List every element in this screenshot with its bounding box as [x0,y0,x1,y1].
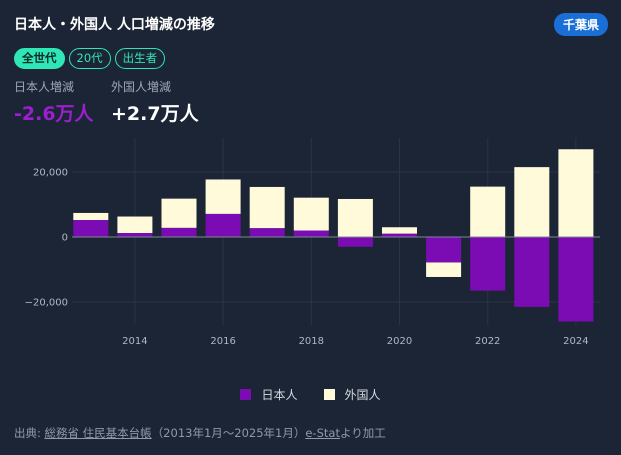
x-tick-label-2016: 2016 [210,336,235,347]
bar-japanese-2020 [382,233,417,237]
filter-chips: 全世代 20代 出生者 [14,48,166,69]
x-tick-label-2020: 2020 [387,336,412,347]
foreign-stat-value: +2.7万人 [111,103,199,125]
y-tick-label: 20,000 [33,168,68,179]
bar-japanese-2023 [514,237,550,307]
filter-births[interactable]: 出生者 [114,48,166,69]
bar-foreign-2016 [205,179,241,214]
bar-foreign-2019 [337,198,373,237]
bar-japanese-2014 [117,233,153,237]
bar-foreign-2017 [249,186,285,229]
bar-foreign-2015 [161,198,197,228]
bar-foreign-2022 [470,186,506,237]
japanese-stat: 日本人増減 -2.6万人 [14,78,94,126]
bar-japanese-2013 [73,220,109,237]
bar-japanese-2018 [293,230,329,237]
bar-japanese-2016 [205,213,241,237]
region-badge[interactable]: 千葉県 [553,13,608,36]
foreign-stat-label: 外国人増減 [111,80,172,94]
bar-japanese-2024 [558,237,594,322]
estat-link[interactable]: e-Stat [305,426,340,440]
source-prefix: 出典: [14,426,45,440]
x-tick-label-2014: 2014 [122,336,147,347]
bar-foreign-2013 [73,212,109,221]
bar-foreign-2021 [426,262,462,277]
legend-swatch-foreign [323,389,335,400]
foreign-stat: 外国人増減 +2.7万人 [111,78,199,126]
bar-foreign-2014 [117,216,153,234]
japanese-stat-value: -2.6万人 [14,103,94,125]
legend-label-japanese: 日本人 [261,388,298,402]
bar-foreign-2023 [514,167,550,237]
x-tick-label-2022: 2022 [475,336,500,347]
filter-20s[interactable]: 20代 [68,48,111,69]
source-footer: 出典: 総務省 住民基本台帳（2013年1月〜2025年1月）e-Statより加… [14,425,386,441]
x-tick-label-2018: 2018 [299,336,324,347]
bar-japanese-2019 [337,237,373,247]
bar-foreign-2018 [293,197,329,231]
filter-all-ages[interactable]: 全世代 [14,48,65,69]
x-tick-label-2024: 2024 [563,336,588,347]
bar-japanese-2017 [249,228,285,237]
bar-japanese-2015 [161,227,197,237]
legend-swatch-japanese [240,389,252,400]
chart-legend: 日本人 外国人 [0,386,621,403]
y-tick-label: 0 [62,233,68,244]
japanese-stat-label: 日本人増減 [14,80,75,94]
page-title: 日本人・外国人 人口増減の推移 [14,17,215,33]
source-suffix: より加工 [339,426,386,440]
legend-item-foreign[interactable]: 外国人 [323,386,381,403]
source-period: （2013年1月〜2025年1月） [151,426,306,440]
bar-japanese-2021 [426,237,462,263]
legend-item-japanese[interactable]: 日本人 [240,386,298,403]
source-link[interactable]: 総務省 住民基本台帳 [44,426,152,440]
y-tick-label: −20,000 [25,298,68,309]
bar-foreign-2020 [382,227,417,234]
population-change-chart: 20,000 0 −20,000 2014 2016 2018 2020 2022 2024 [25,138,600,347]
bar-japanese-2022 [470,237,506,291]
legend-label-foreign: 外国人 [344,388,381,402]
bar-foreign-2024 [558,149,594,237]
